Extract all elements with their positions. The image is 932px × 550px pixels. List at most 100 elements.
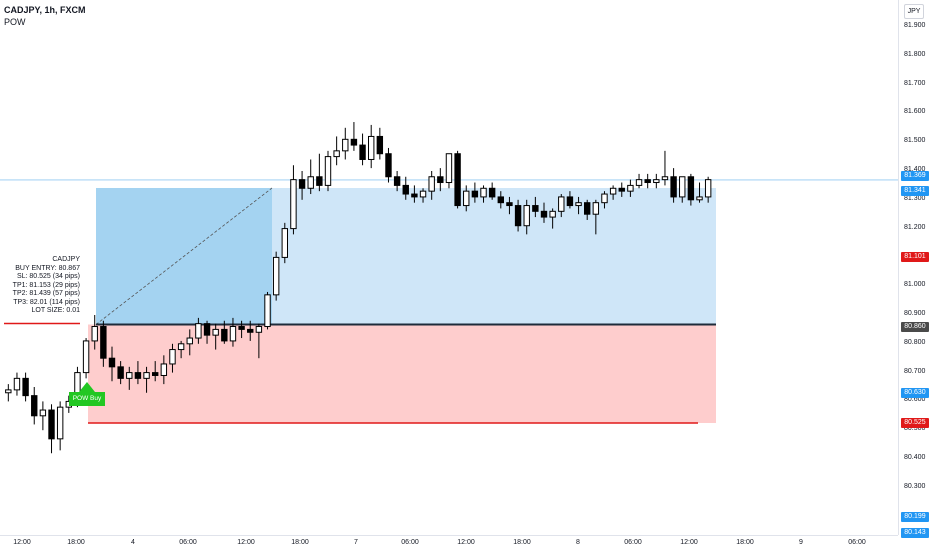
candle-body	[368, 135, 375, 160]
candle-body	[687, 176, 695, 201]
price-tick-label: 81.000	[904, 281, 926, 289]
candle	[39, 401, 47, 431]
candle-body	[203, 323, 211, 336]
candle-body	[238, 326, 245, 330]
pow-buy-signal[interactable]: POW Buy	[69, 392, 105, 406]
candle	[13, 372, 21, 396]
stop-zone	[88, 324, 716, 423]
candle-body	[39, 409, 47, 417]
candle	[290, 165, 297, 235]
price-tag: 80.143	[901, 528, 929, 539]
candle	[82, 338, 90, 379]
candle	[601, 191, 608, 209]
price-tick-label: 81.900	[904, 22, 926, 29]
candle-body	[592, 202, 600, 215]
candle	[704, 176, 712, 203]
candle-body	[272, 256, 280, 296]
candle	[324, 150, 332, 192]
candle	[238, 320, 245, 339]
candle	[514, 199, 522, 232]
candle-body	[566, 196, 574, 207]
buy-arrow-icon	[79, 382, 95, 392]
candle-body	[411, 193, 418, 198]
indicator-name[interactable]: POW	[4, 17, 26, 27]
candle	[186, 329, 193, 356]
candle	[195, 317, 202, 344]
candle	[247, 320, 254, 341]
candle	[298, 171, 306, 200]
price-tag: 80.630	[901, 387, 929, 398]
candle	[117, 361, 124, 385]
candle-body	[471, 190, 479, 198]
trade-info-line: TP2: 81.439 (57 pips)	[12, 290, 80, 297]
candle	[635, 173, 643, 189]
candle-body	[584, 202, 591, 215]
candle-body	[298, 179, 306, 189]
candle	[264, 291, 271, 330]
candle	[229, 317, 237, 347]
candle	[134, 361, 142, 385]
candle	[653, 173, 660, 189]
candle-body	[454, 153, 461, 207]
price-tick-label: 81.800	[904, 50, 926, 58]
candle	[566, 191, 574, 209]
candle-body	[229, 326, 237, 342]
candle	[558, 194, 565, 218]
candle	[169, 343, 176, 373]
candle	[177, 340, 185, 359]
candle-body	[359, 144, 366, 160]
trade-zones	[0, 179, 898, 424]
candle	[143, 366, 150, 393]
candle	[255, 323, 263, 359]
candle-body	[333, 150, 340, 158]
candle	[696, 182, 703, 203]
price-tag: 80.525	[901, 418, 929, 428]
symbol-title[interactable]: CADJPY, 1h, FXCM	[4, 5, 86, 15]
candle-body	[281, 228, 289, 258]
candle	[454, 150, 461, 209]
candle-body	[22, 377, 29, 397]
time-tick-label: 06:00	[624, 539, 642, 546]
price-tick-label: 80.500	[904, 425, 926, 433]
candle	[152, 361, 159, 382]
candle-body	[13, 377, 21, 391]
candle	[203, 320, 211, 344]
candle-body	[160, 363, 168, 376]
currency-badge[interactable]: JPY	[904, 4, 924, 19]
candle-body	[428, 176, 435, 192]
candle	[627, 179, 634, 197]
candle	[592, 199, 600, 235]
candle-body	[152, 372, 159, 376]
candle-body	[506, 202, 513, 207]
candle-body	[445, 153, 453, 184]
candle-body	[195, 323, 202, 339]
candles-group	[5, 122, 712, 454]
candle	[618, 182, 625, 197]
candle	[687, 173, 695, 206]
candle	[100, 320, 107, 367]
candle-body	[82, 340, 90, 374]
candle-body	[653, 179, 660, 184]
candle-body	[169, 349, 176, 365]
candle-body	[704, 179, 712, 198]
candle	[160, 355, 168, 385]
time-tick-label: 06:00	[848, 539, 866, 546]
candle	[584, 199, 591, 220]
time-tick-label: 7	[354, 539, 358, 546]
candle	[437, 168, 444, 192]
candle-body	[540, 210, 548, 218]
time-tick-label: 4	[131, 539, 135, 546]
candle-body	[186, 337, 193, 345]
candle-body	[212, 328, 219, 336]
candle	[221, 320, 228, 344]
candle-body	[419, 190, 427, 198]
candle-body	[221, 328, 228, 342]
candle	[532, 196, 539, 218]
candle-body	[463, 190, 470, 207]
price-tick-label: 80.800	[904, 338, 926, 346]
candle-body	[437, 176, 444, 184]
candle-body	[523, 205, 530, 227]
candle	[411, 185, 418, 203]
candle	[402, 176, 409, 200]
